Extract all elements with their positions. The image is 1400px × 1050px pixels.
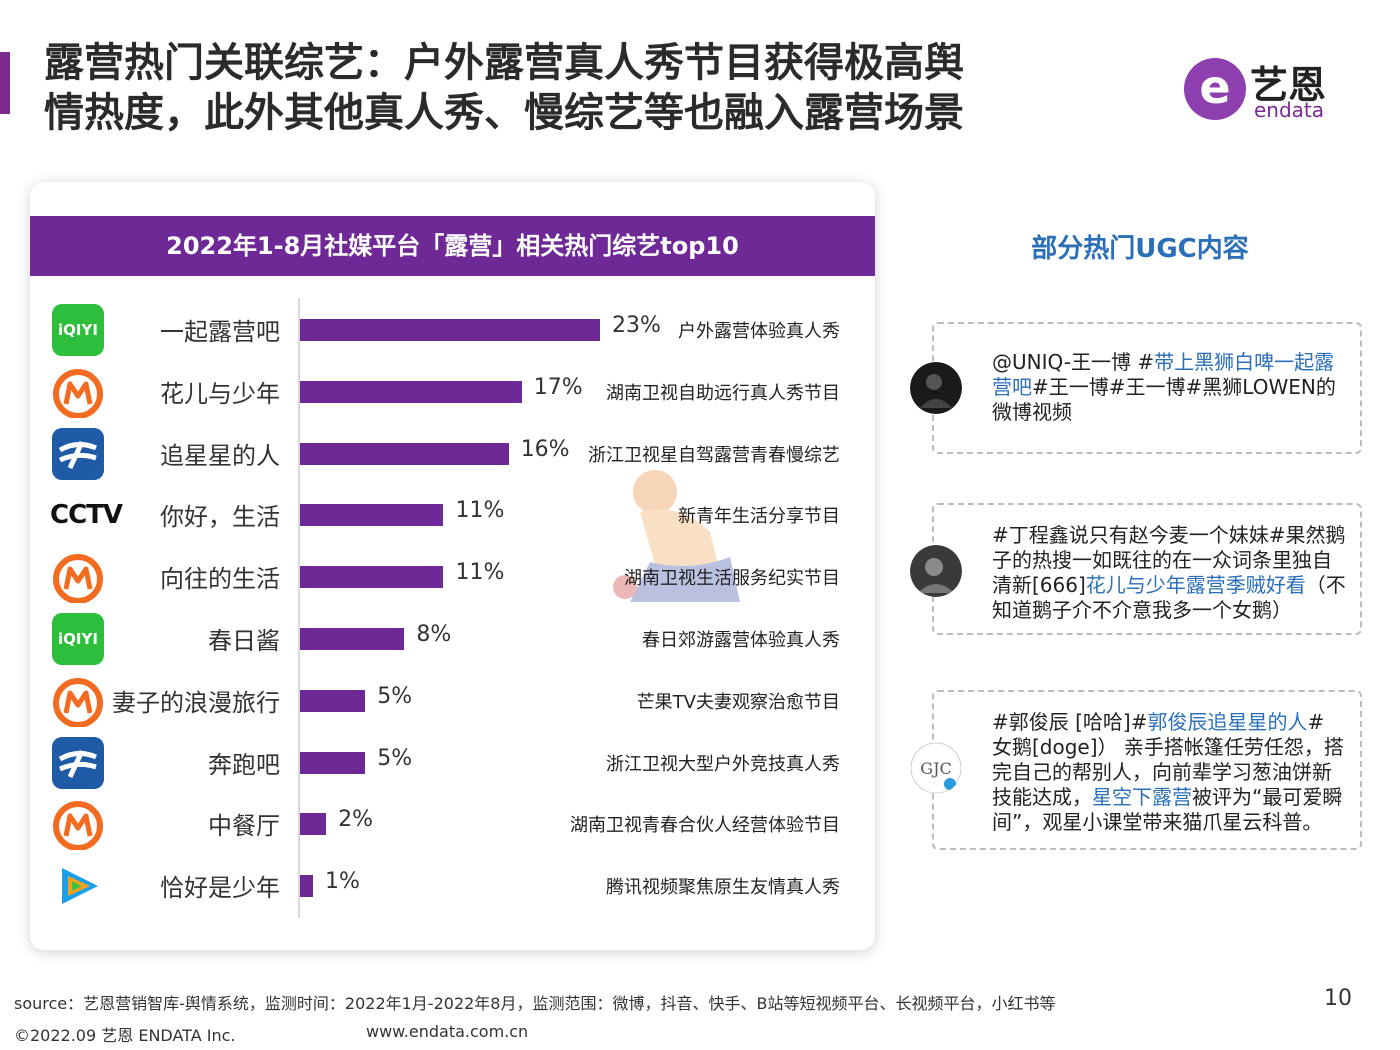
mango-tv-icon	[52, 674, 104, 727]
category-label: 花儿与少年	[160, 379, 280, 408]
value-label: 1%	[325, 869, 360, 895]
ugc-post-text: #丁程鑫说只有赵今麦一个妹妹#果然鹅子的热搜一如既往的在一众词条里独自清新[66…	[992, 523, 1346, 623]
category-label: 恰好是少年	[160, 874, 280, 903]
mango-tv-icon	[52, 798, 104, 851]
iqiyi-icon: iQIYI	[52, 613, 104, 665]
show-description: 湖南卫视自助远行真人秀节目	[606, 382, 840, 404]
category-label: 追星星的人	[160, 441, 280, 470]
category-label: 奔跑吧	[208, 750, 280, 779]
endata-logo-cn: 艺恩	[1250, 63, 1327, 107]
ugc-post-1[interactable]: @UNIQ-王一博 #带上黑狮白啤一起露营吧#王一博#王一博#黑狮LOWEN的微…	[910, 322, 1362, 454]
chart-row: 恰好是少年 1% 腾讯视频聚焦原生友情真人秀	[0, 856, 875, 916]
ugc-section-title: 部分热门UGC内容	[1031, 234, 1249, 264]
category-label: 向往的生活	[160, 565, 280, 594]
post-text-segment: #丁程鑫说只有赵今麦一个妹妹#果然鹅子的热搜一如既往的在一众词条里独自清新[66…	[992, 523, 1346, 597]
show-description: 浙江卫视大型户外竞技真人秀	[606, 753, 840, 775]
show-description: 湖南卫视青春合伙人经营体验节目	[570, 815, 840, 837]
chart-bar	[300, 628, 405, 650]
ugc-post-text: @UNIQ-王一博 #带上黑狮白啤一起露营吧#王一博#王一博#黑狮LOWEN的微…	[992, 350, 1346, 425]
title-accent-bar	[0, 52, 10, 114]
chart-row: iQIYI 一起露营吧 23% 户外露营体验真人秀	[0, 300, 875, 360]
endata-logo-mark: e	[1184, 58, 1246, 120]
chart-bar	[300, 504, 444, 527]
post-text-segment: # 女鹅[doge]） 亲手搭帐篷任劳任怨，搭完自己的帮别人，向前辈学习葱油饼新…	[992, 710, 1344, 809]
post-text-segment: #郭俊辰 [哈哈]#	[992, 710, 1148, 734]
show-description: 浙江卫视星自驾露营青春慢综艺	[588, 444, 840, 466]
value-label: 16%	[520, 436, 570, 462]
iqiyi-icon: iQIYI	[52, 304, 104, 356]
mango-tv-icon	[52, 551, 104, 604]
user-avatar-2	[910, 545, 962, 597]
chart-bar	[300, 751, 366, 774]
svg-text:GJC: GJC	[920, 759, 951, 778]
page-title-line-2: 情热度，此外其他真人秀、慢综艺等也融入露营场景	[44, 90, 964, 136]
page-number: 10	[1324, 986, 1352, 1011]
post-text-segment: @UNIQ-王一博 #	[992, 350, 1155, 374]
chart-row: 向往的生活 11% 湖南卫视生活服务纪实节目	[0, 547, 875, 607]
hashtag-link[interactable]: 带上黑狮白啤一起露营吧	[992, 350, 1335, 399]
show-description: 新青年生活分享节目	[678, 506, 840, 528]
website-link[interactable]: www.endata.com.cn	[366, 1022, 529, 1041]
show-description: 春日郊游露营体验真人秀	[642, 630, 840, 651]
tencent-video-icon	[52, 860, 104, 913]
page-title-line-1: 露营热门关联综艺：户外露营真人秀节目获得极高舆	[44, 40, 964, 86]
category-label: 妻子的浪漫旅行	[112, 688, 280, 717]
value-label: 2%	[338, 807, 373, 833]
mango-tv-icon	[52, 365, 104, 418]
post-text-segment: 被评为“最可爱瞬间”，观星小课堂带来猫爪星云科普。	[992, 785, 1343, 834]
value-label: 8%	[416, 622, 452, 647]
chart-row: 妻子的浪漫旅行 5% 芒果TV夫妻观察治愈节目	[0, 671, 875, 731]
copyright: ©2022.09 艺恩 ENDATA Inc.	[14, 1026, 236, 1045]
cctv-icon: CCTV	[40, 489, 132, 542]
chart-bar	[300, 319, 600, 341]
ugc-post-text: #郭俊辰 [哈哈]#郭俊辰追星星的人# 女鹅[doge]） 亲手搭帐篷任劳任怨，…	[992, 710, 1346, 835]
show-description: 湖南卫视生活服务纪实节目	[624, 568, 840, 590]
chart-axis-line	[298, 298, 300, 918]
category-label: 一起露营吧	[160, 318, 280, 346]
value-label: 17%	[533, 374, 583, 400]
chart-row: 中餐厅 2% 湖南卫视青春合伙人经营体验节目	[0, 794, 875, 854]
chart-row: 追星星的人 16% 浙江卫视星自驾露营青春慢综艺	[0, 424, 875, 484]
chart-card	[30, 182, 875, 950]
chart-row: 奔跑吧 5% 浙江卫视大型户外竞技真人秀	[0, 733, 875, 793]
value-label: 11%	[455, 498, 505, 524]
show-description: 户外露营体验真人秀	[678, 321, 840, 342]
endata-logo: e 艺恩 endata	[1184, 58, 1354, 128]
chart-title: 2022年1-8月社媒平台「露营」相关热门综艺top10	[30, 216, 875, 276]
user-avatar-1	[910, 362, 962, 414]
value-label: 5%	[377, 683, 413, 709]
hashtag-link[interactable]: 星空下露营	[1092, 785, 1192, 809]
value-label: 23%	[612, 313, 661, 338]
category-label: 你好，生活	[160, 503, 280, 532]
endata-logo-en: endata	[1254, 98, 1325, 122]
source-note: source：艺恩营销智库-舆情系统，监测时间：2022年1月-2022年8月，…	[14, 994, 1056, 1013]
category-label: 中餐厅	[208, 812, 280, 841]
page-title: 露营热门关联综艺：户外露营真人秀节目获得极高舆 情热度，此外其他真人秀、慢综艺等…	[44, 38, 1144, 138]
mascot-watermark	[613, 470, 740, 602]
user-avatar-3: GJC	[910, 742, 962, 794]
post-text-segment: （不知道鹅子介不介意我多一个女鹅）	[992, 573, 1346, 622]
chart-row: CCTV 你好，生活 11% 新青年生活分享节目	[0, 485, 875, 545]
chart-bar	[300, 566, 444, 589]
value-label: 5%	[377, 745, 413, 771]
chart-bar	[300, 813, 327, 836]
chart-bar	[300, 875, 314, 898]
ugc-post-2[interactable]: #丁程鑫说只有赵今麦一个妹妹#果然鹅子的热搜一如既往的在一众词条里独自清新[66…	[910, 503, 1362, 635]
chart-row: iQIYI 春日酱 8% 春日郊游露营体验真人秀	[0, 609, 875, 669]
chart-bar	[300, 380, 522, 403]
zhejiang-tv-icon	[52, 736, 104, 789]
chart-bar	[300, 689, 366, 712]
zhejiang-tv-icon	[52, 427, 104, 480]
show-description: 芒果TV夫妻观察治愈节目	[636, 691, 840, 713]
chart-row: 花儿与少年 17% 湖南卫视自助远行真人秀节目	[0, 362, 875, 422]
value-label: 11%	[455, 560, 505, 586]
hashtag-link[interactable]: 郭俊辰追星星的人	[1147, 710, 1308, 734]
show-description: 腾讯视频聚焦原生友情真人秀	[606, 877, 840, 899]
hashtag-link[interactable]: 花儿与少年露营季贼好看	[1085, 573, 1306, 597]
chart-bar	[300, 442, 509, 465]
ugc-post-3[interactable]: GJC #郭俊辰 [哈哈]#郭俊辰追星星的人# 女鹅[doge]） 亲手搭帐篷任…	[910, 690, 1362, 850]
category-label: 春日酱	[208, 627, 280, 655]
post-text-segment: #王一博#王一博#黑狮LOWEN的微博视频	[992, 375, 1336, 424]
